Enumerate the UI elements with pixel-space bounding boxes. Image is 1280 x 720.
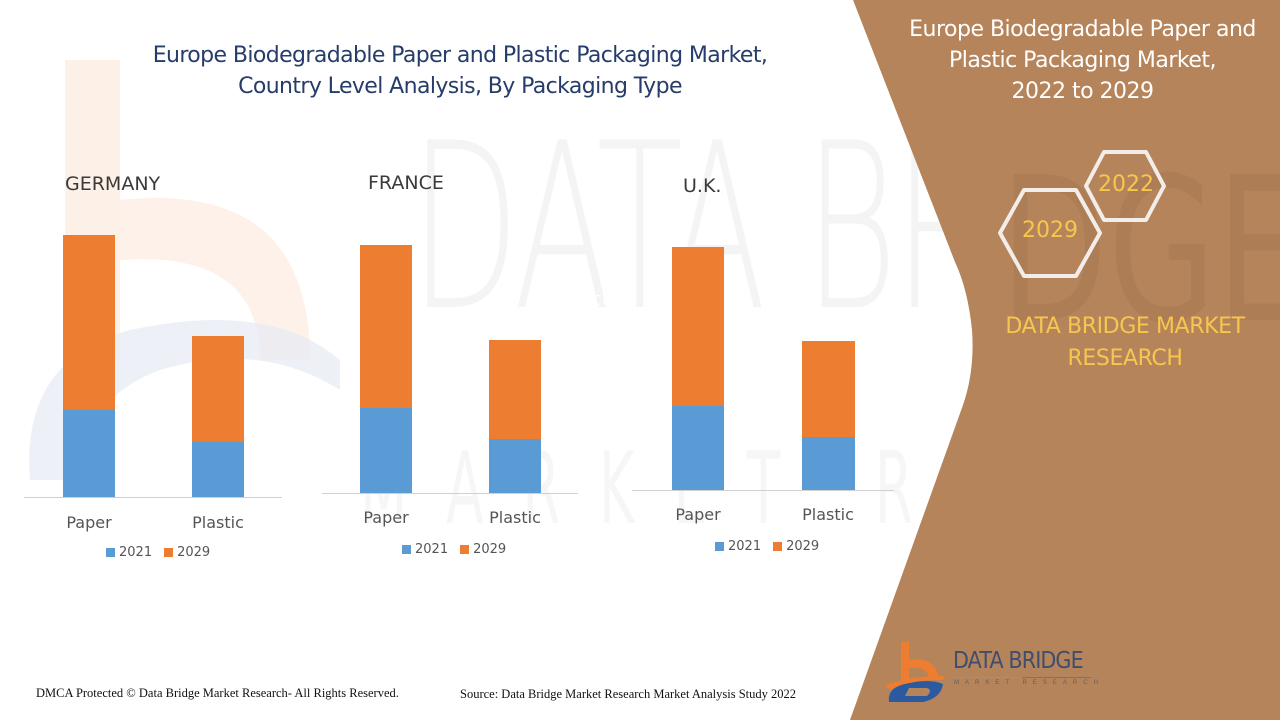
bar-segment-2021 [360,408,412,493]
bar-segment-2021 [672,406,724,490]
chart-title: U.K. [683,175,722,197]
data-bridge-logo-icon [885,642,945,702]
side-title-line2: Plastic Packaging Market, [949,48,1216,73]
side-title-line1: Europe Biodegradable Paper and [909,17,1256,42]
category-label: Plastic [489,508,541,527]
logo-divider [953,677,1091,678]
ghost-line: 20.0 % [577,313,640,334]
legend-swatch-2029 [164,548,174,557]
legend-label: 2029 [177,545,211,560]
legend-label: 2029 [473,542,507,557]
x-axis-line [632,490,894,491]
bar-plastic [489,340,541,493]
brand-line1: DATA BRIDGE MARKET [1005,314,1245,339]
bar-segment-2021 [63,410,115,497]
bar-segment-2029 [63,235,115,410]
brand-line2: RESEARCH [1067,346,1183,371]
category-label: Paper [675,505,721,524]
legend-label: 2021 [415,542,449,557]
chart-legend: 2021 2029 [715,539,827,554]
logo-subtitle: MARKET RESEARCH [954,680,1104,686]
chart-legend: 2021 2029 [402,542,514,557]
legend-swatch-2021 [402,545,411,554]
bar-segment-2021 [192,442,244,497]
copyright-notice: DMCA Protected © Data Bridge Market Rese… [36,686,399,700]
chart-legend: 2021 2029 [106,545,218,560]
ghost-overlay-text: oduct au 20.0 % [555,288,640,336]
category-label: Paper [66,513,112,532]
page-title: Europe Biodegradable Paper and Plastic P… [100,40,820,102]
side-title-line3: 2022 to 2029 [1011,79,1154,104]
hex-start-year: 2022 [1098,172,1154,197]
legend-label: 2029 [786,539,820,554]
legend-swatch-2021 [106,548,115,557]
bar-paper [672,247,724,490]
hexagon-icon [1084,150,1166,222]
category-label: Plastic [802,505,854,524]
logo-name: DATA BRIDGE [953,648,1084,674]
brand-text: DATA BRIDGE MARKET RESEARCH [985,311,1265,375]
source-note: Source: Data Bridge Market Research Mark… [460,687,797,701]
x-axis-line [322,493,578,494]
side-panel-title: Europe Biodegradable Paper and Plastic P… [895,14,1270,107]
legend-swatch-2029 [773,542,783,551]
x-axis-line [24,497,282,498]
ghost-line: oduct au [557,289,637,310]
bar-plastic [802,341,855,490]
chart-title: GERMANY [65,173,161,195]
hexagon-icon [998,188,1102,278]
bar-segment-2021 [802,437,855,490]
bar-segment-2029 [802,341,855,437]
bar-segment-2021 [489,439,541,493]
chart-title: FRANCE [368,172,444,194]
bar-segment-2029 [672,247,724,406]
hex-end-year: 2029 [1022,218,1078,243]
category-label: Paper [363,508,409,527]
bar-paper [63,235,115,497]
category-label: Plastic [192,513,244,532]
legend-swatch-2021 [715,542,724,551]
legend-swatch-2029 [460,545,470,554]
legend-label: 2021 [119,545,153,560]
watermark-logo-icon [29,60,340,480]
page-title-line2: Country Level Analysis, By Packaging Typ… [238,74,682,99]
legend-label: 2021 [728,539,762,554]
bar-plastic [192,336,244,497]
bar-paper [360,245,412,493]
bar-segment-2029 [489,340,541,439]
bar-segment-2029 [192,336,244,442]
page-title-line1: Europe Biodegradable Paper and Plastic P… [152,43,768,68]
bar-segment-2029 [360,245,412,408]
